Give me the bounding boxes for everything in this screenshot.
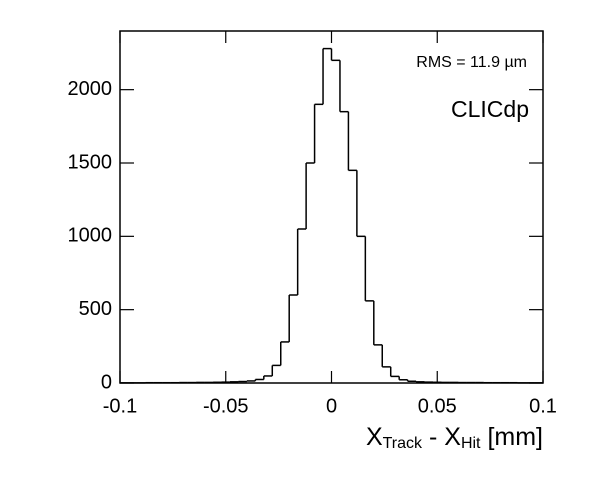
x-label-part: Hit: [461, 435, 481, 452]
x-tick-label: 0.1: [529, 395, 557, 417]
y-tick-label: 500: [79, 298, 112, 320]
x-axis-label: XTrack - XHit [mm]: [366, 423, 543, 453]
x-tick-label: -0.05: [203, 395, 249, 417]
x-tick-label: 0.05: [418, 395, 457, 417]
y-tick-label: 2000: [68, 78, 113, 100]
x-label-part: - X: [422, 423, 461, 451]
x-label-part: Track: [383, 435, 423, 452]
x-label-part: [mm]: [481, 423, 544, 451]
plot-frame: [119, 30, 544, 384]
x-tick-label: -0.1: [103, 395, 137, 417]
x-tick-label: 0: [326, 395, 337, 417]
y-tick-label: 0: [101, 371, 112, 393]
x-label-part: X: [366, 423, 383, 451]
annotation: CLICdp: [451, 96, 529, 122]
y-tick-label: 1000: [68, 225, 113, 247]
y-tick-label: 1500: [68, 151, 113, 173]
annotation: RMS = 11.9 µm: [416, 54, 527, 71]
